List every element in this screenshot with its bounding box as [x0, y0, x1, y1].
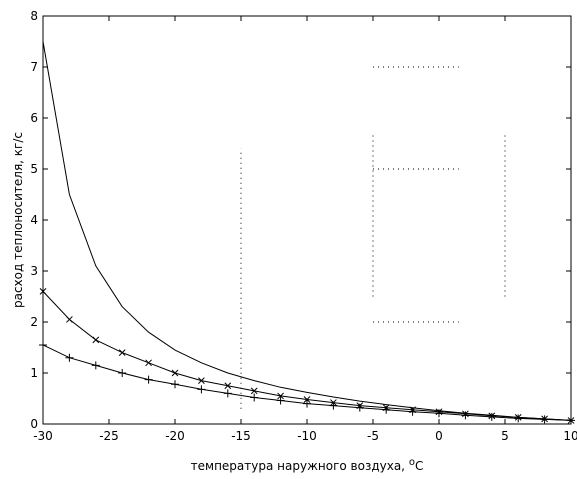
series-2-point [92, 336, 100, 344]
series-layer [39, 41, 575, 425]
x-tick-label: -30 [33, 429, 53, 443]
x-tick-label: 0 [435, 429, 443, 443]
series-2-point [198, 377, 205, 385]
x-axis-label-unit: C [415, 459, 423, 473]
series-line-3 [42, 344, 572, 421]
series-3-point [65, 353, 74, 362]
y-tick-label: 3 [30, 264, 38, 278]
series-3-point [514, 414, 523, 423]
x-tick-label: -15 [231, 429, 251, 443]
series-3-point [408, 407, 417, 416]
x-tick-label: -20 [165, 429, 185, 443]
series-line-1 [42, 41, 572, 421]
series-2-point [171, 369, 179, 377]
x-axis-label-text: температура наружного воздуха, [191, 459, 409, 473]
series-3-point [355, 403, 364, 412]
series-3-point [197, 385, 206, 394]
y-axis-label: расход теплоносителя, кг/с [11, 132, 25, 308]
x-tick-label: -25 [99, 429, 119, 443]
series-3-point [276, 396, 285, 405]
series-2-point [224, 382, 232, 390]
grid [240, 66, 506, 409]
series-2-point [66, 316, 73, 323]
y-tick-label: 7 [30, 60, 38, 74]
ticks-layer: -30 -25 -20 -15 -10 -5 0 5 10 0 1 2 3 4 5 6 7 8 [30, 9, 577, 443]
series-3-point [329, 401, 338, 410]
x-tick-label: 5 [501, 429, 509, 443]
y-tick-label: 2 [30, 315, 38, 329]
y-tick-label: 5 [30, 162, 38, 176]
series-2-point [145, 359, 152, 367]
series-3-point [487, 412, 496, 421]
y-tick-label: 1 [30, 366, 38, 380]
series-3-point [540, 415, 549, 424]
series-3-point [461, 411, 470, 420]
x-tick-label: 10 [563, 429, 577, 443]
x-axis-label: температура наружного воздуха, oC [191, 457, 424, 473]
series-3-point [435, 409, 443, 418]
series-3-point [118, 369, 127, 377]
y-tick-label: 0 [30, 417, 38, 431]
series-2-point [118, 349, 126, 356]
series-3-point [144, 375, 153, 384]
x-tick-label: -10 [297, 429, 317, 443]
y-tick-label: 4 [30, 213, 38, 227]
plot-frame [42, 15, 572, 425]
x-tick-label: -5 [367, 429, 379, 443]
series-2-point [277, 392, 284, 400]
x-axis-label-degree: o [409, 457, 415, 468]
series-3-point [303, 399, 311, 408]
series-3-point [171, 380, 179, 389]
series-3-point [223, 389, 232, 398]
series-2-point [303, 396, 311, 403]
series-2-point [250, 387, 258, 395]
y-tick-label: 8 [30, 9, 38, 23]
series-3-point [91, 361, 100, 370]
series-3-point [382, 405, 391, 414]
y-tick-label: 6 [30, 111, 38, 125]
series-3-point [250, 393, 259, 402]
